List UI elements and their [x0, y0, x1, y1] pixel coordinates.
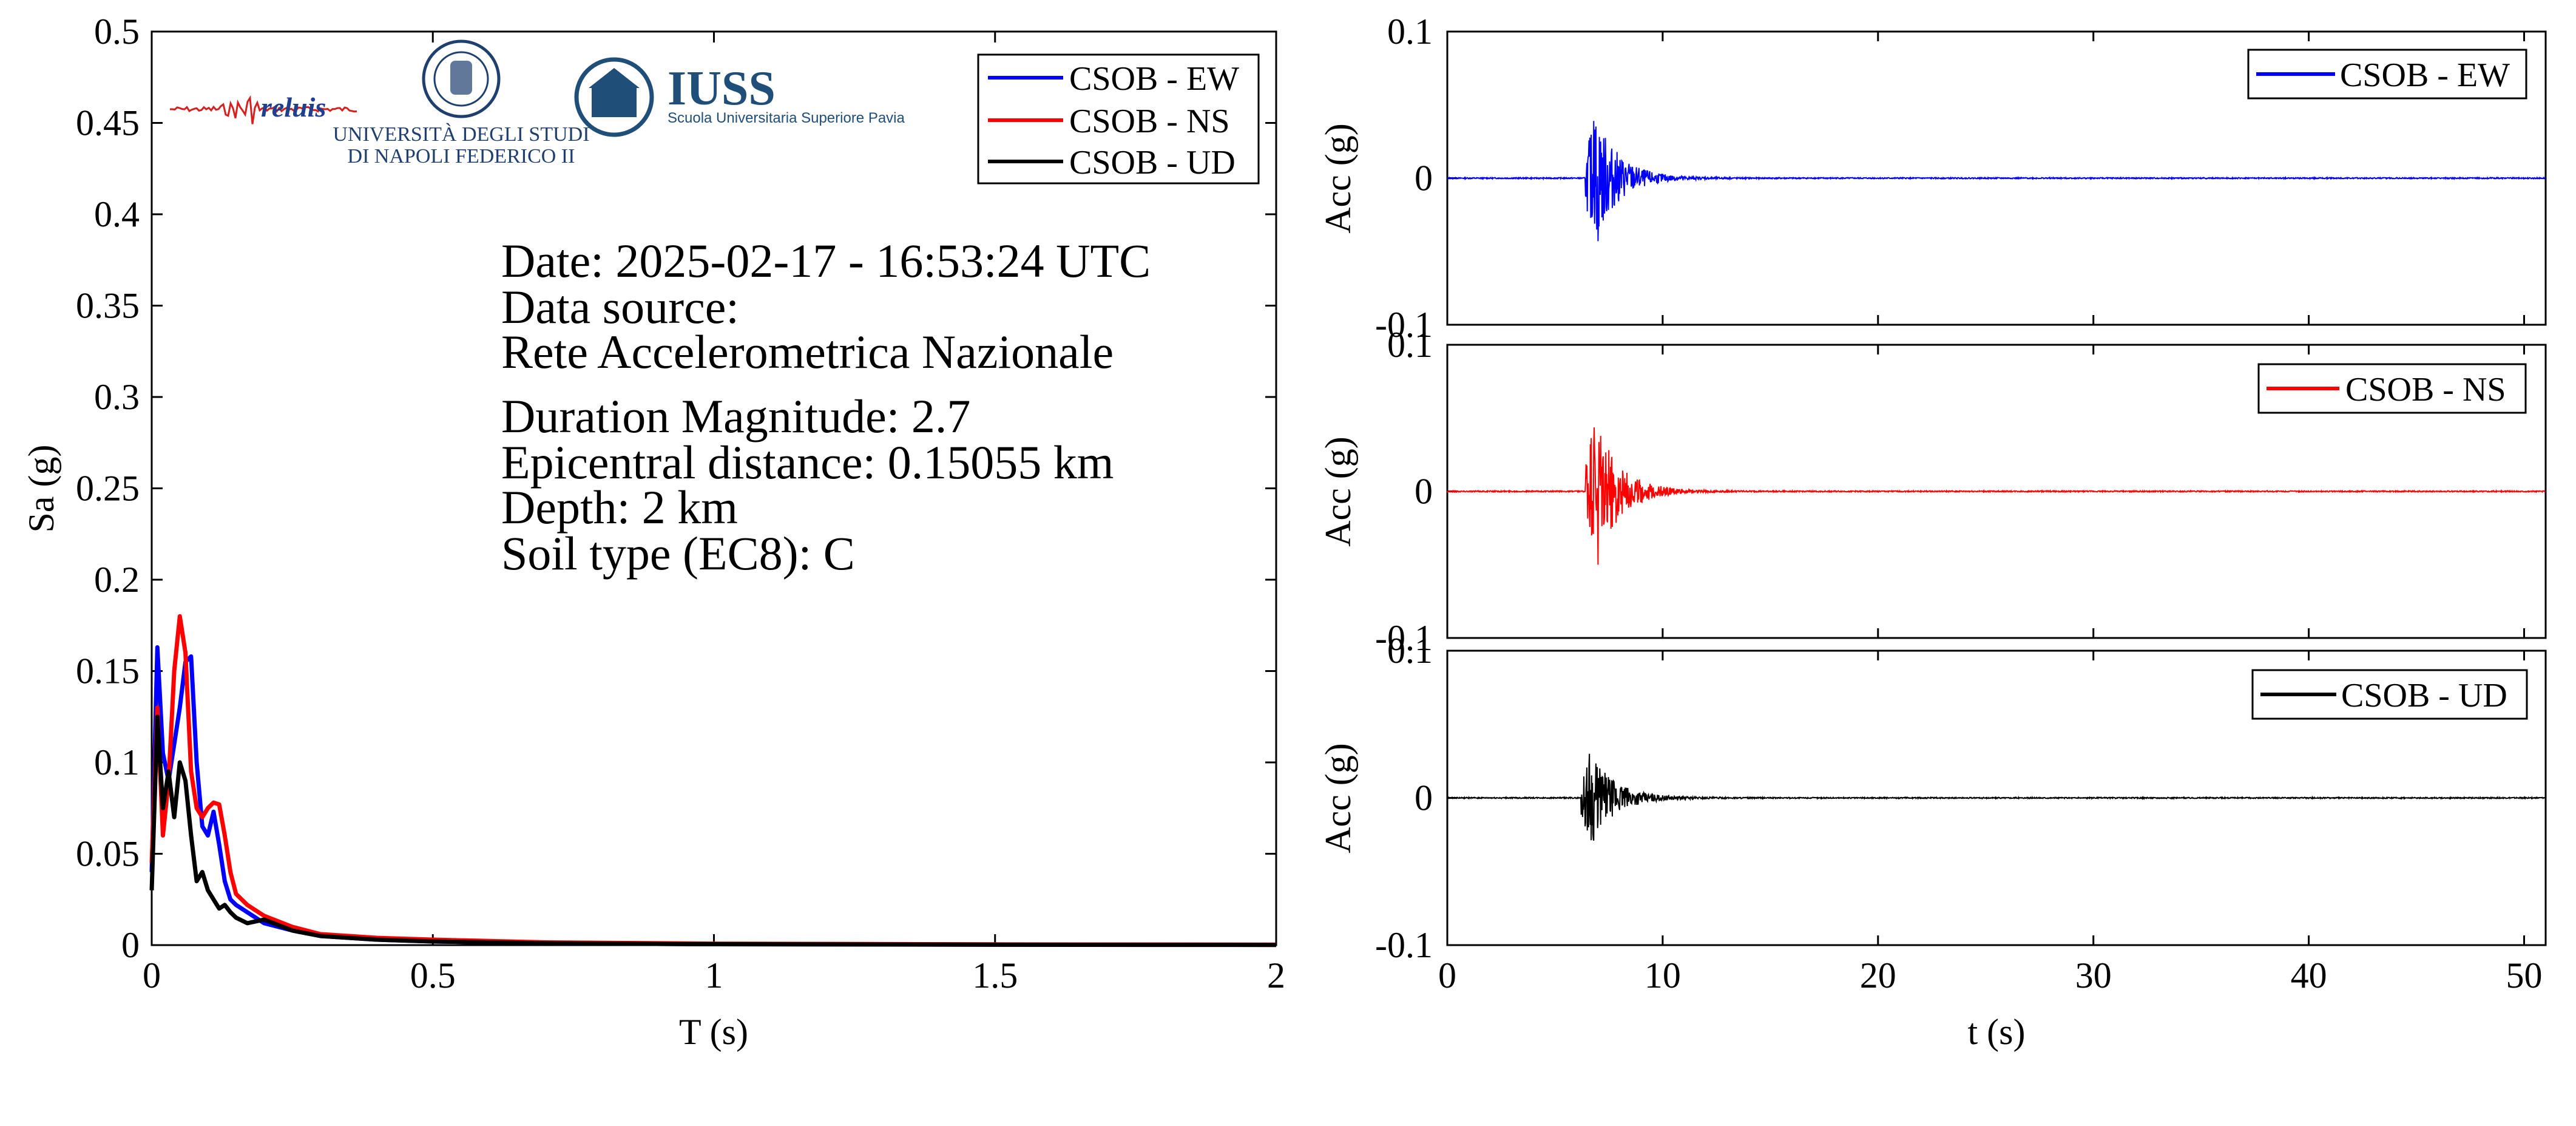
- spectrum-x-tick-label: 1: [705, 955, 723, 995]
- acc-ew-y-label: Acc (g): [1318, 123, 1358, 234]
- legend-label-ns: CSOB - NS: [1069, 103, 1230, 140]
- spectrum-y-tick-label: 0.15: [76, 651, 140, 691]
- acc-ud-legend-label: CSOB - UD: [2341, 677, 2507, 714]
- acc-x-tick-label: 10: [1645, 955, 1681, 995]
- spectrum-x-tick-label: 0: [143, 955, 161, 995]
- data-source-label: Data source:: [501, 280, 739, 333]
- acc-trace-ud: [1447, 753, 2546, 841]
- iuss-logo: IUSS Scuola Universitaria Superiore Pavi…: [574, 57, 905, 137]
- acc-traces: [1447, 121, 2546, 841]
- acc-ud-y-label: Acc (g): [1318, 743, 1358, 853]
- acc-ew-legend: CSOB - EW: [2247, 49, 2527, 100]
- acc-x-label: t (s): [1968, 1012, 2026, 1052]
- epicentral-distance: Epicentral distance: 0.15055 km: [501, 436, 1114, 489]
- duration-magnitude: Duration Magnitude: 2.7: [501, 390, 970, 443]
- acceleration-panels: 0.10-0.10.10-0.10.10-0.10 10 20 30 40 50 Acc …: [1318, 12, 2547, 1052]
- acc-ns-legend: CSOB - NS: [2257, 363, 2527, 414]
- acc-ud-y-tick-label: -0.1: [1375, 925, 1433, 965]
- acc-x-tick-label: 50: [2506, 955, 2543, 995]
- spectrum-x-tick-label: 0.5: [410, 955, 456, 995]
- acc-ticks: 0.10-0.10.10-0.10.10-0.10 10 20 30 40 50: [1375, 12, 2542, 995]
- response-spectrum-chart: 0 0.05 0.1 0.15 0.2 0.25 0.3 0.35 0.4 0.45 0.5 0 0.…: [21, 12, 1285, 1052]
- spectrum-y-tick-label: 0.4: [94, 194, 140, 234]
- acc-ns-y-tick-label: 0.1: [1387, 325, 1433, 365]
- legend-label-ud: CSOB - UD: [1069, 144, 1236, 181]
- acc-ud-y-tick-label: 0.1: [1387, 631, 1433, 671]
- spectrum-x-tick-label: 1.5: [972, 955, 1018, 995]
- unina-logo-line1: UNIVERSITÀ DEGLI STUDI: [333, 123, 589, 146]
- acc-ud-legend: CSOB - UD: [2251, 669, 2528, 720]
- spectrum-y-tick-label: 0.1: [94, 742, 140, 782]
- acc-ns-legend-label: CSOB - NS: [2345, 371, 2506, 409]
- data-source: Rete Accelerometrica Nazionale: [501, 325, 1114, 378]
- acc-ud-y-tick-label: 0: [1415, 778, 1433, 818]
- depth: Depth: 2 km: [501, 481, 738, 534]
- spectrum-y-tick-label: 0.2: [94, 560, 140, 600]
- acc-trace-ew: [1447, 121, 2546, 242]
- iuss-emblem-icon: [574, 57, 654, 137]
- acc-x-tick-label: 40: [2291, 955, 2327, 995]
- spectrum-series: [149, 614, 1277, 948]
- spectrum-line-ud: [149, 714, 1277, 948]
- acc-x-tick-label: 30: [2075, 955, 2112, 995]
- spectrum-y-tick-label: 0: [121, 925, 140, 965]
- spectrum-y-tick-label: 0.45: [76, 103, 140, 143]
- acc-trace-ns: [1447, 427, 2546, 565]
- reluis-logo: reluis: [169, 92, 357, 124]
- reluis-wave-graphic: [169, 95, 357, 124]
- acc-ew-y-tick-label: -0.1: [1375, 305, 1433, 345]
- acc-ew-y-tick-label: 0.1: [1387, 12, 1433, 52]
- unina-logo: UNIVERSITÀ DEGLI STUDI DI NAPOLI FEDERIC…: [333, 39, 590, 168]
- spectrum-y-tick-label: 0.35: [76, 286, 140, 326]
- spectrum-y-tick-label: 0.5: [94, 12, 140, 52]
- event-info: Date: 2025-02-17 - 16:53:24 UTC Data sou…: [501, 234, 1151, 580]
- acc-ew-legend-label: CSOB - EW: [2340, 56, 2510, 94]
- acc-x-tick-label: 0: [1438, 955, 1456, 995]
- event-date: Date: 2025-02-17 - 16:53:24 UTC: [501, 234, 1151, 287]
- unina-logo-line2: DI NAPOLI FEDERICO II: [348, 145, 575, 168]
- acc-ns-y-tick-label: 0: [1415, 472, 1433, 512]
- legend-label-ew: CSOB - EW: [1069, 60, 1239, 98]
- soil-type: Soil type (EC8): C: [501, 527, 855, 580]
- acc-x-tick-label: 20: [1860, 955, 1896, 995]
- spectrum-x-label: T (s): [679, 1012, 748, 1052]
- spectrum-y-tick-label: 0.05: [76, 834, 140, 874]
- unina-seal-icon: [422, 39, 501, 118]
- acc-ns-y-tick-label: -0.1: [1375, 618, 1433, 658]
- spectrum-y-ticks: 0 0.05 0.1 0.15 0.2 0.25 0.3 0.35 0.4 0.45 0.5: [76, 12, 1276, 965]
- iuss-logo-title: IUSS: [668, 62, 776, 115]
- spectrum-y-tick-label: 0.3: [94, 377, 140, 417]
- acc-ew-y-tick-label: 0: [1415, 158, 1433, 198]
- iuss-logo-subtitle: Scuola Universitaria Superiore Pavia: [668, 110, 905, 126]
- acc-ns-y-label: Acc (g): [1318, 436, 1358, 547]
- reluis-logo-text: reluis: [261, 92, 326, 123]
- spectrum-y-tick-label: 0.25: [76, 469, 140, 509]
- spectrum-x-tick-label: 2: [1267, 955, 1285, 995]
- spectrum-y-label: Sa (g): [21, 445, 61, 533]
- spectrum-legend: CSOB - EW CSOB - NS CSOB - UD: [977, 53, 1260, 185]
